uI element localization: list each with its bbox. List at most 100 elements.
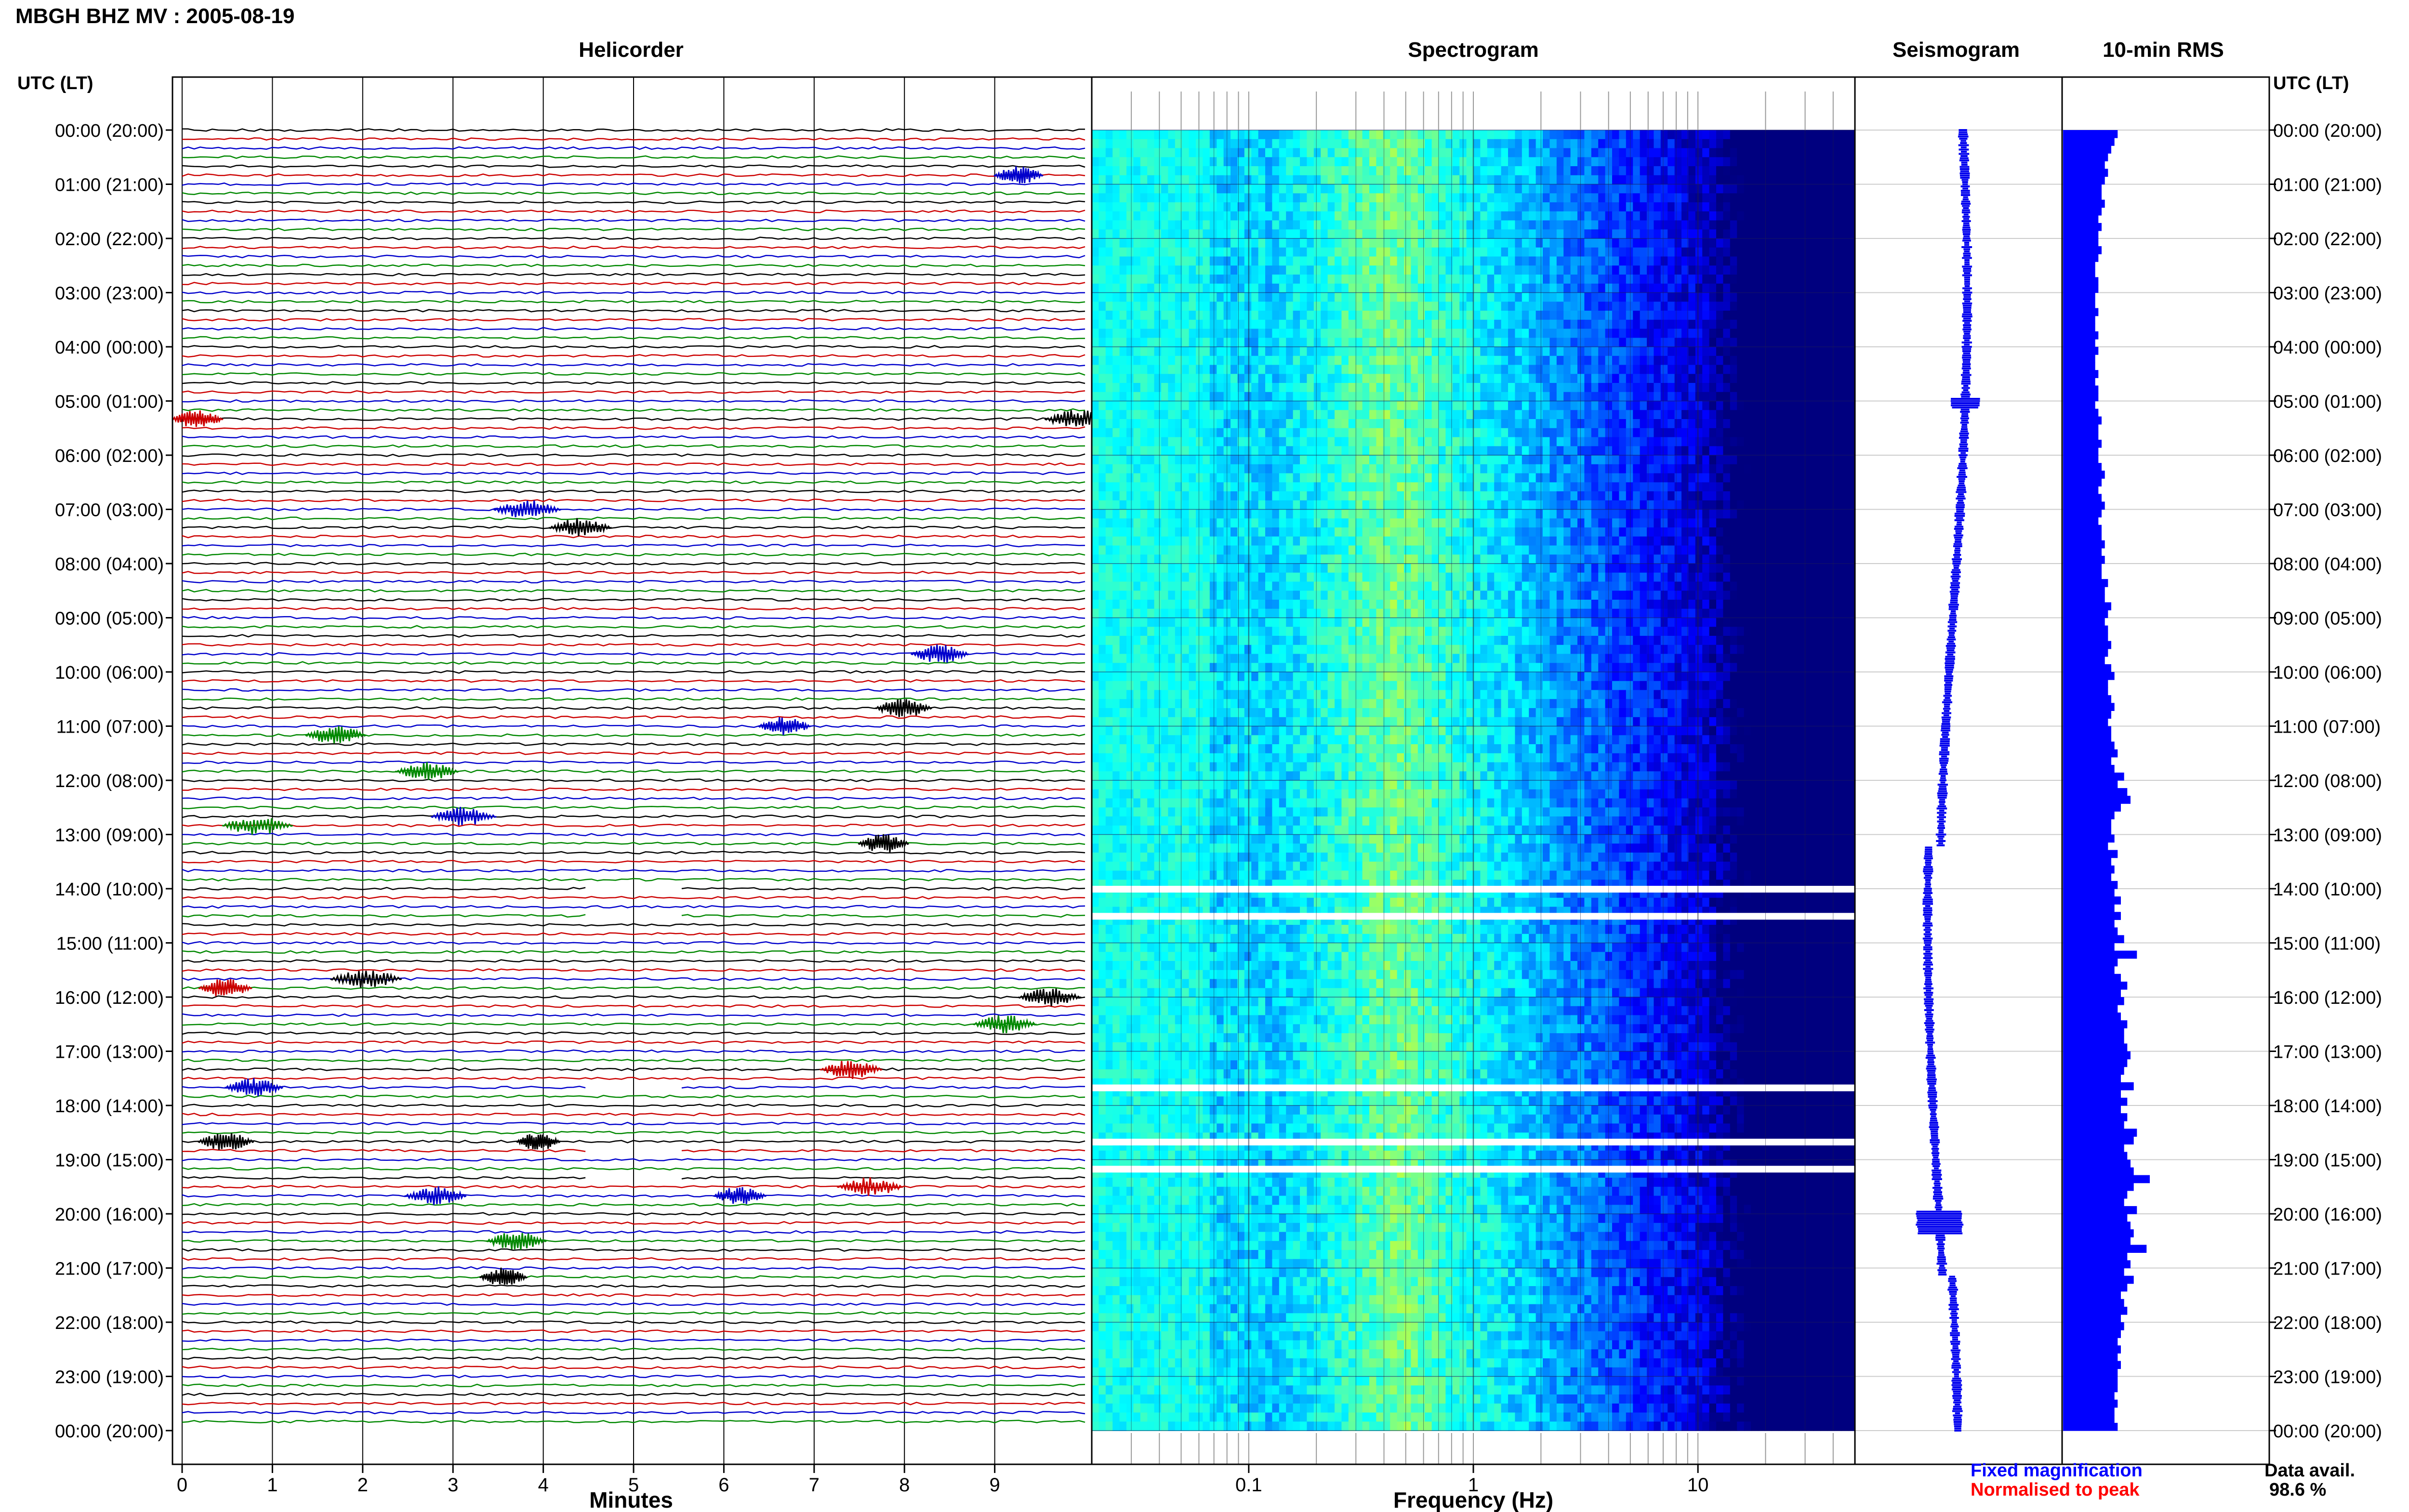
spectrogram-cell: [1279, 184, 1286, 194]
spectrogram-cell: [1758, 347, 1765, 356]
spectrogram-cell: [1348, 238, 1356, 248]
spectrogram-cell: [1313, 157, 1321, 167]
spectrogram-cell: [1577, 319, 1585, 329]
spectrogram-cell: [1792, 130, 1800, 140]
spectrogram-cell: [1702, 437, 1710, 447]
spectrogram-cell: [1286, 347, 1294, 356]
spectrogram-cell: [1695, 347, 1703, 356]
spectrogram-cell: [1445, 130, 1453, 140]
spectrogram-cell: [1265, 338, 1273, 347]
spectrogram-cell: [1411, 292, 1418, 302]
spectrogram-cell: [1640, 455, 1647, 465]
spectrogram-cell: [1772, 193, 1779, 203]
spectrogram-cell: [1556, 383, 1564, 393]
spectrogram-cell: [1681, 365, 1689, 375]
spectrogram-cell: [1577, 256, 1585, 266]
spectrogram-cell: [1244, 329, 1252, 339]
spectrogram-cell: [1730, 302, 1737, 311]
spectrogram-cell: [1570, 184, 1578, 194]
spectrogram-cell: [1647, 347, 1655, 356]
spectrogram-cell: [1161, 374, 1169, 383]
spectrogram-cell: [1605, 175, 1613, 185]
spectrogram-cell: [1203, 319, 1210, 329]
spectrogram-cell: [1570, 202, 1578, 212]
spectrogram-cell: [1598, 455, 1606, 465]
spectrogram-cell: [1619, 446, 1627, 456]
spectrogram-cell: [1466, 464, 1474, 474]
spectrogram-cell: [1258, 464, 1266, 474]
spectrogram-cell: [1598, 374, 1606, 383]
spectrogram-cell: [1376, 500, 1384, 510]
spectrogram-cell: [1501, 392, 1509, 402]
helicorder-trace: [182, 1293, 1085, 1297]
spectrogram-cell: [1126, 157, 1134, 167]
spectrogram-cell: [1321, 491, 1328, 501]
spectrogram-cell: [1633, 157, 1641, 167]
spectrogram-cell: [1487, 392, 1495, 402]
spectrogram-panel: 0.1 1 10: [1091, 76, 1856, 1496]
spectrogram-cell: [1313, 175, 1321, 185]
spectrogram-cell: [1209, 229, 1217, 239]
spectrogram-cell: [1640, 265, 1647, 275]
spectrogram-cell: [1612, 229, 1620, 239]
spectrogram-cell: [1223, 509, 1231, 519]
spectrogram-cell: [1543, 374, 1550, 383]
helicorder-trace: [182, 851, 1085, 855]
spectrogram-cell: [1640, 419, 1647, 429]
spectrogram-cell: [1841, 410, 1849, 420]
spectrogram-cell: [1237, 292, 1245, 302]
helicorder-trace: [182, 381, 1085, 385]
spectrogram-cell: [1383, 355, 1390, 366]
spectrogram-cell: [1383, 482, 1390, 492]
spectrogram-cell: [1529, 383, 1536, 393]
spectrogram-cell: [1411, 491, 1418, 501]
spectrogram-cell: [1834, 275, 1841, 284]
spectrogram-cell: [1827, 491, 1835, 501]
spectrogram-cell: [1563, 157, 1571, 167]
spectrogram-cell: [1529, 428, 1536, 438]
spectrogram-cell: [1279, 329, 1286, 339]
spectrogram-cell: [1369, 347, 1377, 356]
spectrogram-cell: [1452, 509, 1460, 519]
spectrogram-cell: [1231, 419, 1238, 429]
spectrogram-cell: [1265, 229, 1273, 239]
spectrogram-cell: [1161, 437, 1169, 447]
spectrogram-cell: [1445, 518, 1453, 528]
spectrogram-cell: [1709, 247, 1717, 257]
spectrogram-cell: [1439, 401, 1446, 411]
spectrogram-cell: [1445, 338, 1453, 347]
spectrogram-cell: [1147, 275, 1155, 284]
spectrogram-cell: [1508, 437, 1516, 447]
spectrogram-cell: [1647, 410, 1655, 420]
spectrogram-cell: [1126, 347, 1134, 356]
spectrogram-cell: [1834, 473, 1841, 483]
spectrogram-cell: [1417, 166, 1425, 176]
helicorder-trace: [182, 1239, 1085, 1243]
spectrogram-cell: [1737, 428, 1745, 438]
spectrogram-cell: [1369, 319, 1377, 329]
spectrogram-cell: [1376, 401, 1384, 411]
spectrogram-cell: [1570, 509, 1578, 519]
spectrogram-cell: [1487, 184, 1495, 194]
spectrogram-cell: [1272, 283, 1280, 293]
spectrogram-cell: [1563, 491, 1571, 501]
spectrogram-cell: [1445, 374, 1453, 383]
spectrogram-cell: [1480, 302, 1488, 311]
spectrogram-cell: [1092, 302, 1099, 311]
spectrogram-cell: [1404, 130, 1412, 140]
helicorder-trace: [182, 1266, 1085, 1270]
spectrogram-cell: [1404, 202, 1412, 212]
spectrogram-cell: [1404, 139, 1412, 149]
spectrogram-cell: [1778, 401, 1786, 411]
spectrogram-cell: [1508, 193, 1516, 203]
spectrogram-cell: [1092, 419, 1099, 429]
spectrogram-cell: [1799, 482, 1807, 492]
spectrogram-cell: [1237, 329, 1245, 339]
spectrogram-cell: [1598, 193, 1606, 203]
spectrogram-cell: [1258, 184, 1266, 194]
spectrogram-cell: [1792, 175, 1800, 185]
spectrogram-cell: [1279, 229, 1286, 239]
spectrogram-cell: [1633, 302, 1641, 311]
spectrogram-cell: [1189, 166, 1196, 176]
spectrogram-cell: [1286, 410, 1294, 420]
